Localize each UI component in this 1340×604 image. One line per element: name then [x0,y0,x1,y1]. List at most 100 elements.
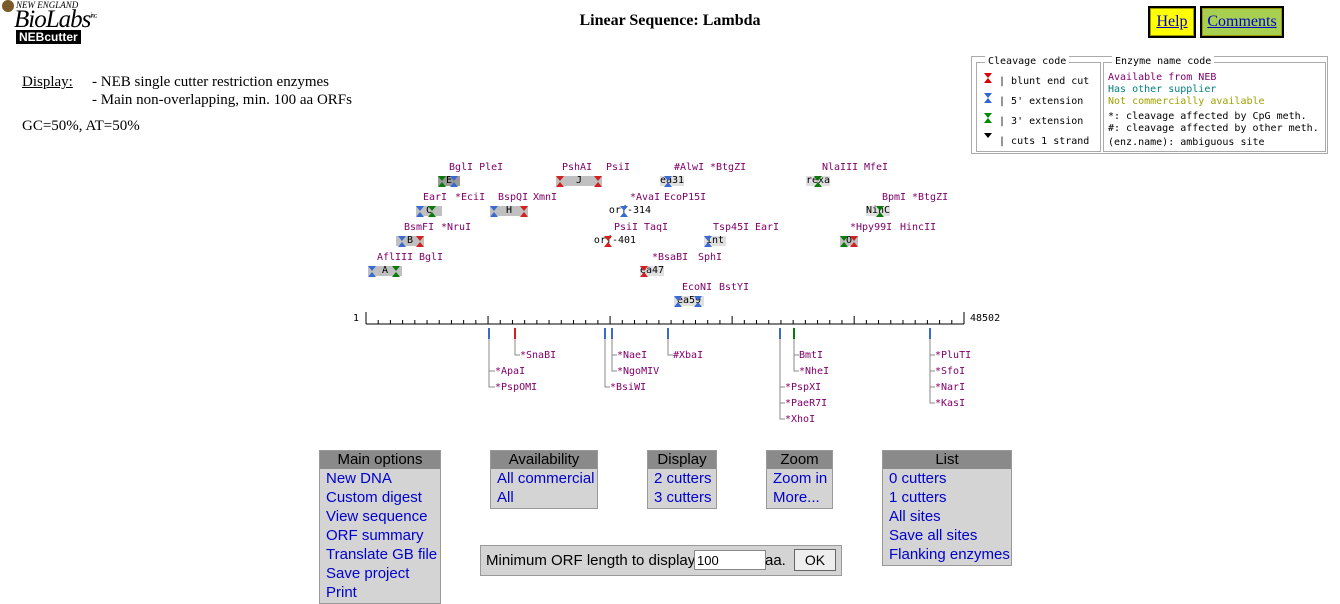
enzyme-label[interactable]: Tsp45I [713,222,750,233]
enzyme-label[interactable]: PsiI [614,222,639,233]
enzyme-label[interactable]: *XhoI [785,414,816,425]
menu-item-translate-gb[interactable]: Translate GB file [326,546,438,563]
enzyme-label[interactable]: *SfoI [935,366,966,377]
orf-bar[interactable]: E [438,176,460,186]
comments-button[interactable]: Comments [1200,6,1284,38]
neb-logo[interactable]: NEW ENGLAND BioLabsinc. NEBcutter [2,0,98,46]
enzyme-label[interactable]: AflIII [377,252,414,263]
orf-bar[interactable]: NinC [866,205,891,216]
legend-blunt: | blunt end cut [999,76,1090,87]
enzyme-label[interactable]: *NgoMIV [617,366,660,377]
orf-bar[interactable]: ea47 [640,265,665,276]
enzyme-label[interactable]: BstYI [719,282,750,293]
enzyme-label[interactable]: *PspXI [785,382,822,393]
menu-item-orf-summary[interactable]: ORF summary [326,527,424,544]
help-button[interactable]: Help [1148,6,1196,38]
enzyme-name-legend: Enzyme name code Available from NEB Has … [1103,56,1326,152]
enzyme-label[interactable]: EarI [423,192,448,203]
enzyme-label[interactable]: *ApaI [495,366,526,377]
enzyme-label[interactable]: *BtgZI [710,162,747,173]
orf-bar[interactable]: ea31 [660,175,685,186]
enzyme-label[interactable]: *PspOMI [495,382,538,393]
enzyme-label[interactable]: *AvaI [630,192,661,203]
enzyme-label[interactable]: *SnaBI [520,350,557,361]
menu-item-save-all-sites[interactable]: Save all sites [889,527,978,544]
menu-item-3-cutters[interactable]: 3 cutters [654,489,712,506]
enzyme-label[interactable]: EcoNI [682,282,713,293]
menu-item-custom-digest[interactable]: Custom digest [326,489,422,506]
orf-length-label: Minimum ORF length to display: [486,552,700,569]
orf-bar[interactable]: C [416,206,442,216]
orf-bar[interactable]: orf-314 [608,205,652,216]
orf-length-input[interactable] [694,550,766,570]
enzyme-label[interactable]: *NarI [935,382,966,393]
menu-item-2-cutters[interactable]: 2 cutters [654,470,712,487]
enzyme-label[interactable]: BspQI [498,192,529,203]
menu-item-all-sites[interactable]: All sites [889,508,941,525]
enzyme-label[interactable]: *BsaBI [652,252,689,263]
menu-item-flanking-enzymes[interactable]: Flanking enzymes [889,546,1010,563]
orf-bar[interactable]: O [840,236,858,246]
page-title: Linear Sequence: Lambda [579,12,761,29]
enzyme-label[interactable]: *PaeR7I [785,398,828,409]
menu-item-print[interactable]: Print [326,584,357,601]
cleavage-symbols-icon [984,73,992,138]
list-menu: List 0 cutters 1 cutters All sites Save … [882,450,1012,566]
enzyme-label[interactable]: #AlwI [674,162,705,173]
cut-site-markers [368,176,884,307]
menu-item-view-sequence[interactable]: View sequence [326,508,428,525]
enzyme-label[interactable]: #XbaI [673,350,704,361]
menu-title: Availability [491,451,597,469]
enzyme-label[interactable]: HincII [900,222,937,233]
menu-item-save-project[interactable]: Save project [326,565,410,582]
enzyme-label[interactable]: *BsiWI [610,382,647,393]
enzyme-label[interactable]: *EciI [455,192,486,203]
menu-item-1-cutters[interactable]: 1 cutters [889,489,947,506]
orf-bar[interactable]: H [490,206,528,216]
enzyme-label[interactable]: *KasI [935,398,966,409]
enzyme-label[interactable]: *NheI [799,366,830,377]
enzyme-label[interactable]: PshAI [562,162,593,173]
enzyme-label[interactable]: EcoP15I [664,192,707,203]
logo-emblem [2,0,14,12]
menu-item-0-cutters[interactable]: 0 cutters [889,470,947,487]
enzyme-label[interactable]: BmtI [799,350,824,361]
enzyme-label[interactable]: TaqI [644,222,669,233]
orf-bar[interactable]: A [368,266,402,276]
menu-item-more[interactable]: More... [773,489,820,506]
enzyme-label[interactable]: *NruI [441,222,472,233]
menu-item-all-commercial[interactable]: All commercial [497,470,595,487]
enzyme-label[interactable]: *BtgZI [912,192,949,203]
enzyme-label[interactable]: *NaeI [617,350,648,361]
orf-bar[interactable]: rexa [806,175,831,186]
enzyme-label[interactable]: MfeI [864,162,889,173]
ok-button[interactable]: OK [794,549,836,571]
enzyme-code-title: Enzyme name code [1112,56,1215,67]
enzyme-label[interactable]: BpmI [882,192,907,203]
enzyme-label[interactable]: PsiI [606,162,631,173]
enzyme-label[interactable]: BglI [419,252,444,263]
menu-item-zoom-in[interactable]: Zoom in [773,470,828,487]
enzyme-label[interactable]: SphI [698,252,723,263]
enzyme-label[interactable]: BglI PleI [449,162,504,173]
legend-5prime: | 5' extension [999,96,1084,107]
menu-item-new-dna[interactable]: New DNA [326,470,392,487]
display-line-orfs: - Main non-overlapping, min. 100 aa ORFs [92,92,352,108]
legend-cpg: *: cleavage affected by CpG meth. [1108,111,1307,122]
orf-bar[interactable]: B [396,236,424,246]
enzyme-label[interactable]: *Hpy99I [850,222,893,233]
orf-bar[interactable]: orf-401 [593,235,637,246]
enzyme-label[interactable]: BsmFI [404,222,435,233]
orf-bar[interactable]: ea59 [674,296,704,306]
enzyme-label[interactable]: NlaIII [822,162,859,173]
enzyme-label[interactable]: XmnI [533,192,558,203]
axis-start: 1 [353,313,360,324]
cleavage-code-legend: Cleavage code | blunt end cut | 5' exten… [976,56,1101,152]
enzyme-label[interactable]: *PluTI [935,350,972,361]
enzyme-label[interactable]: EarI [755,222,780,233]
orf-bar[interactable]: J [556,176,602,186]
axis-end: 48502 [970,313,1001,324]
orf-bar[interactable]: int [704,235,726,246]
menu-item-all[interactable]: All [497,489,514,506]
legend-3prime: | 3' extension [999,116,1084,127]
